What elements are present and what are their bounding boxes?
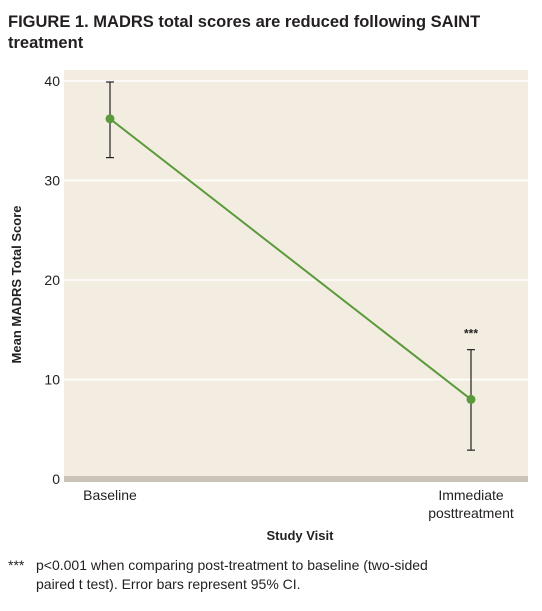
y-tick-label: 40 <box>44 73 60 89</box>
figure-title: FIGURE 1. MADRS total scores are reduced… <box>8 12 528 54</box>
x-axis-baseline <box>64 476 528 482</box>
y-tick-label: 30 <box>44 173 60 189</box>
figure-title-text: MADRS total scores are reduced following… <box>8 13 481 52</box>
data-point <box>105 114 115 124</box>
footnote-line-1: p<0.001 when comparing post-treatment to… <box>36 557 428 573</box>
x-axis-label: Study Visit <box>267 528 335 543</box>
y-tick-label: 10 <box>44 372 60 388</box>
x-tick-label: Immediate posttreatment <box>428 487 514 521</box>
data-point <box>466 394 476 404</box>
footnote-line-2: paired t test). Error bars represent 95%… <box>36 576 301 592</box>
y-tick-label: 0 <box>52 471 60 487</box>
x-tick-label: Baseline <box>83 487 137 503</box>
y-tick-label: 20 <box>44 272 60 288</box>
line-chart: 0 10 20 30 40 Mean MADRS Total Score Study Vis… <box>9 70 528 543</box>
plot-background <box>64 70 528 479</box>
footnote-marker: *** <box>8 557 25 573</box>
footnote: *** p<0.001 when comparing post-treatment… <box>8 556 536 594</box>
figure-label: FIGURE 1. <box>8 13 89 31</box>
series-line <box>109 118 472 401</box>
significance-annotation: *** <box>464 327 478 341</box>
y-axis-label: Mean MADRS Total Score <box>9 206 24 364</box>
